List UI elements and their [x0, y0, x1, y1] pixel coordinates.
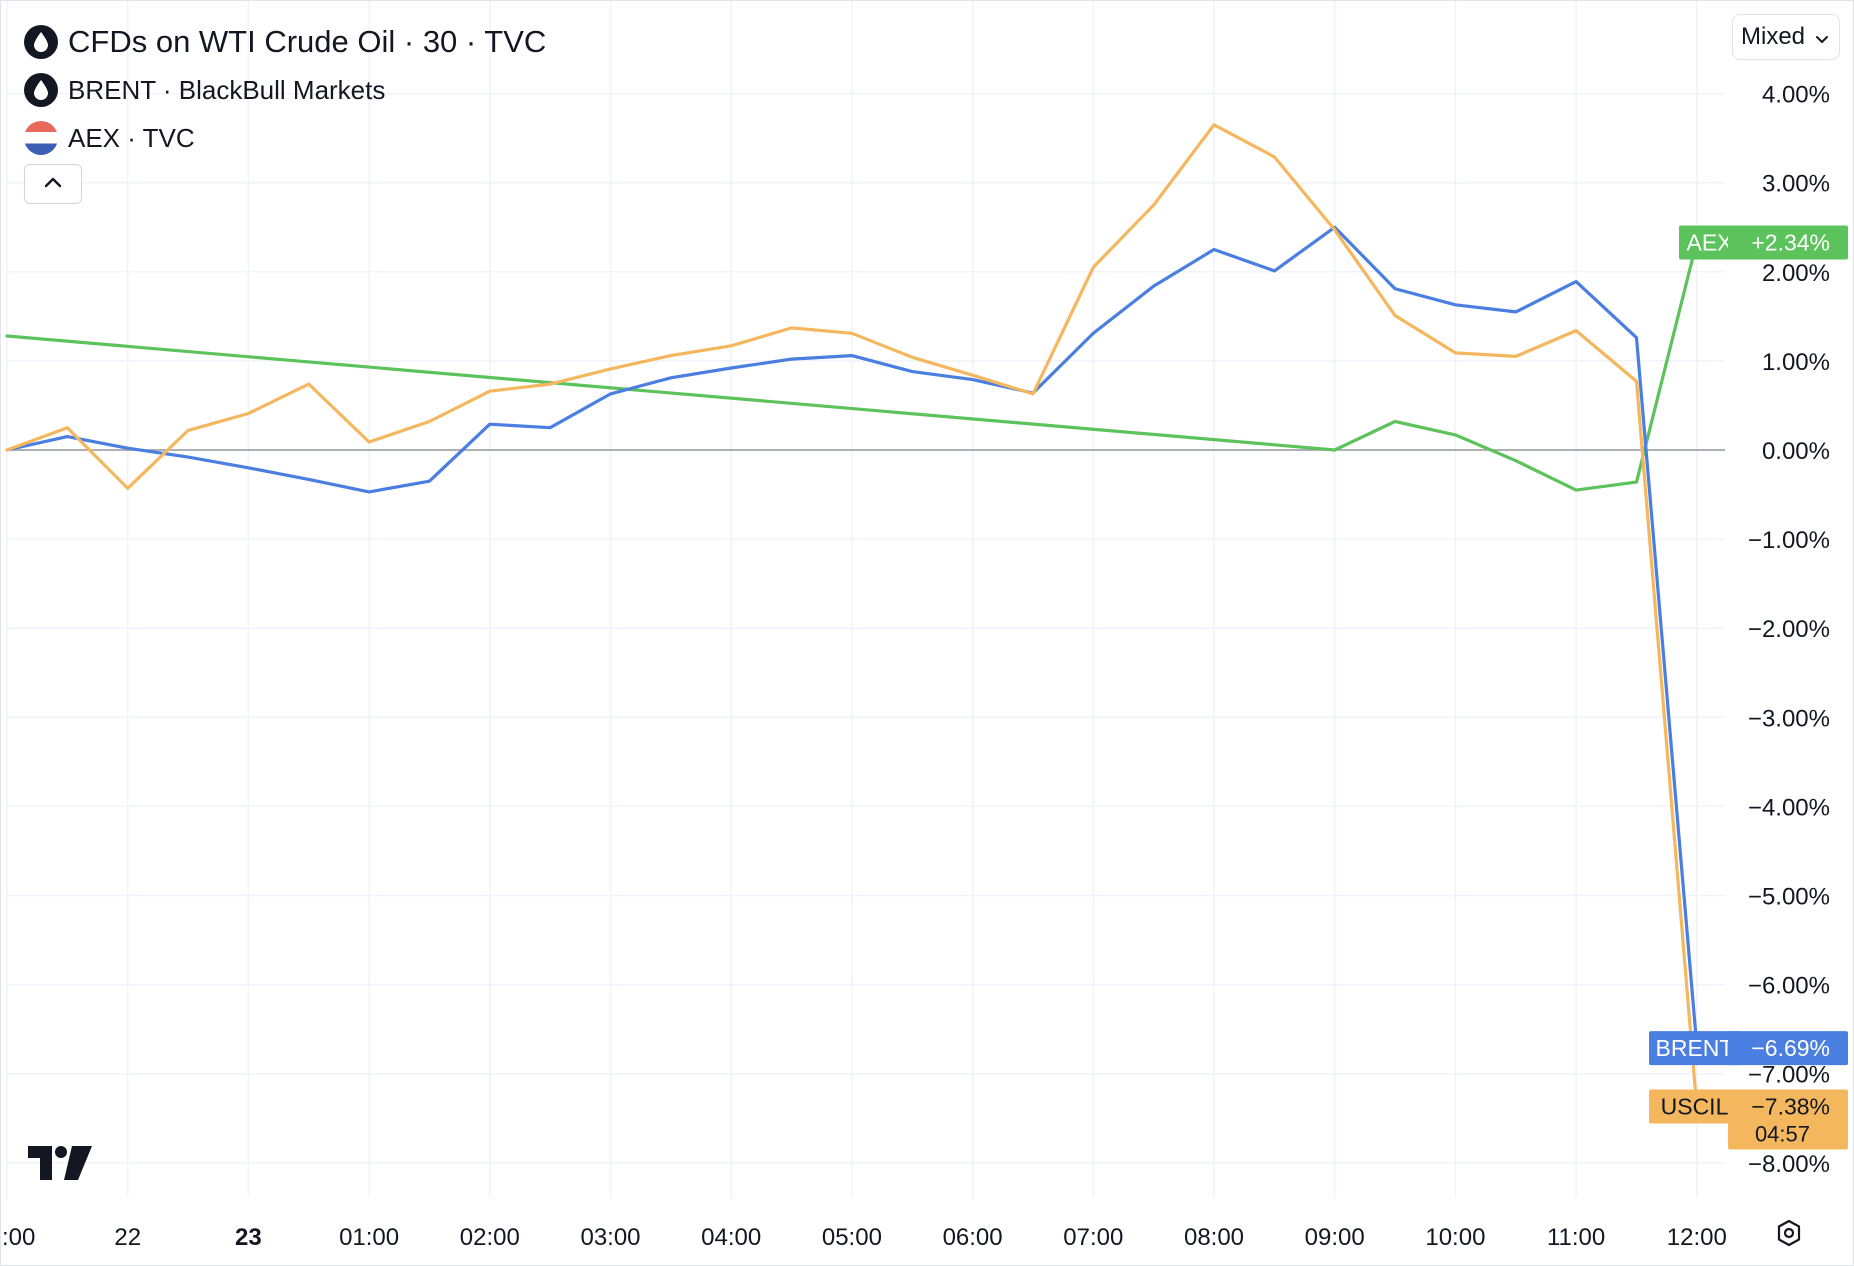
last-value-label-brent: −6.69% — [1751, 1035, 1830, 1061]
chevron-down-icon — [1815, 23, 1829, 51]
y-tick-label: −1.00% — [1748, 527, 1830, 554]
x-tick-label: 11:00 — [1547, 1224, 1605, 1251]
oil-drop-icon — [24, 25, 58, 59]
scale-mode-value: Mixed — [1741, 23, 1806, 50]
tradingview-logo[interactable] — [28, 1146, 92, 1185]
x-tick-label: 09:00 — [1305, 1224, 1365, 1251]
y-tick-label: 2.00% — [1762, 260, 1830, 287]
series-line-uscil — [5, 123, 1699, 1110]
collapse-legend-button[interactable] — [24, 164, 82, 204]
legend: CFDs on WTI Crude Oil · 30 · TVC BRENT ·… — [24, 18, 546, 162]
x-tick-label: 04:00 — [701, 1224, 761, 1251]
series-name-label-aex: AEX — [1686, 230, 1732, 256]
y-tick-label: −6.00% — [1748, 973, 1830, 1000]
x-tick-label: :00 — [2, 1224, 35, 1251]
scale-mode-select[interactable]: Mixed — [1732, 14, 1840, 60]
x-tick-label: 01:00 — [339, 1224, 399, 1251]
grid-lines — [6, 0, 1725, 1198]
compare-aex-label: AEX · TVC — [68, 122, 195, 153]
last-value-label-uscil: −7.38% — [1751, 1094, 1830, 1120]
x-tick-label: 05:00 — [822, 1224, 882, 1251]
chevron-up-icon — [44, 175, 62, 193]
last-value-label-aex: +2.34% — [1751, 230, 1830, 256]
y-axis[interactable]: 4.00% 3.00% 2.00% 1.00% 0.00% −1.00% −2.00% −3.… — [1748, 82, 1830, 1178]
x-tick-label: 12:00 — [1667, 1224, 1727, 1251]
y-tick-label: 1.00% — [1762, 349, 1830, 376]
settings-icon[interactable] — [1774, 1218, 1804, 1253]
y-tick-label: −5.00% — [1748, 884, 1830, 911]
x-tick-label: 02:00 — [460, 1224, 520, 1251]
x-axis[interactable]: :00 22 23 01:00 02:00 03:00 04:00 05:00 06:00 07:… — [2, 1224, 1727, 1251]
x-tick-label: 10:00 — [1425, 1224, 1485, 1251]
last-value-badge-aex — [1728, 225, 1848, 260]
legend-compare-aex[interactable]: AEX · TVC — [24, 114, 546, 162]
legend-compare-brent[interactable]: BRENT · BlackBull Markets — [24, 66, 546, 114]
series-line-aex — [5, 239, 1699, 492]
series-lines — [5, 123, 1708, 1118]
series-name-label-uscil: USCIL — [1661, 1094, 1729, 1120]
last-value-badge-brent — [1728, 1031, 1848, 1066]
x-tick-label: 07:00 — [1063, 1224, 1123, 1251]
last-value-badges: AEX +2.34% BRENT −6.69% USCIL −7.38%04:57 — [1649, 225, 1848, 1150]
series-line-brent — [5, 225, 1699, 1048]
netherlands-flag-icon — [24, 121, 58, 155]
main-symbol-title: CFDs on WTI Crude Oil · 30 · TVC — [68, 24, 547, 59]
x-tick-label: 06:00 — [943, 1224, 1003, 1251]
y-tick-label: −3.00% — [1748, 705, 1830, 732]
bar-countdown-label: 04:57 — [1755, 1122, 1810, 1147]
legend-main-symbol[interactable]: CFDs on WTI Crude Oil · 30 · TVC — [24, 18, 546, 66]
oil-drop-icon — [24, 73, 58, 107]
y-tick-label: 3.00% — [1762, 171, 1830, 198]
y-tick-label: −2.00% — [1748, 616, 1830, 643]
series-name-badge-brent — [1649, 1031, 1740, 1066]
compare-brent-label: BRENT · BlackBull Markets — [68, 74, 386, 105]
x-tick-label: 23 — [235, 1224, 262, 1251]
x-tick-label: 08:00 — [1184, 1224, 1244, 1251]
x-tick-label: 22 — [114, 1224, 141, 1251]
series-name-badge-uscil — [1649, 1089, 1740, 1124]
y-tick-label: −8.00% — [1748, 1151, 1830, 1178]
last-value-badge-uscil — [1728, 1089, 1848, 1150]
series-name-label-brent: BRENT — [1656, 1035, 1734, 1061]
y-tick-label: −4.00% — [1748, 794, 1830, 821]
y-tick-label: 4.00% — [1762, 82, 1830, 109]
x-tick-label: 03:00 — [580, 1224, 640, 1251]
y-tick-label: −7.00% — [1748, 1062, 1830, 1089]
series-name-badge-aex — [1679, 225, 1740, 260]
y-tick-label: 0.00% — [1762, 438, 1830, 465]
